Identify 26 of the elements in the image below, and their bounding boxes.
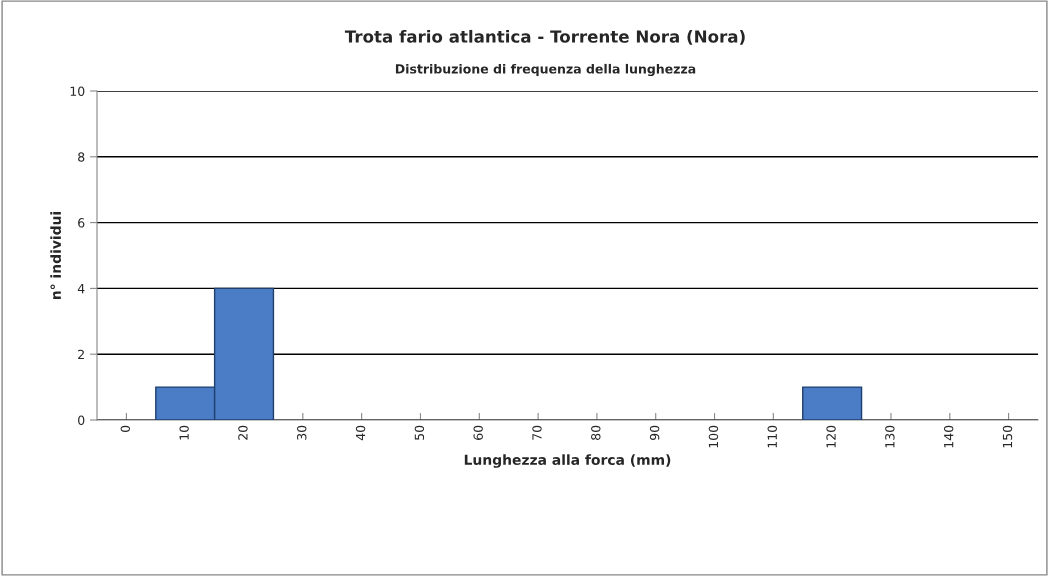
x-tick-label: 70 <box>532 425 542 440</box>
x-tick-label: 20 <box>238 425 248 440</box>
y-tick-label: 10 <box>70 86 85 96</box>
x-axis-title: Lunghezza alla forca (mm) <box>464 454 671 468</box>
x-tick-label: 90 <box>649 425 660 440</box>
x-tick-label: 110 <box>767 425 777 448</box>
x-tick-label: 10 <box>179 425 189 440</box>
chart-subtitle: Distribuzione di frequenza della lunghezza <box>395 63 696 77</box>
y-tick-label: 4 <box>77 284 85 294</box>
x-tick-label: 130 <box>885 425 895 448</box>
x-tick-label: 140 <box>943 425 954 448</box>
x-tick-label: 0 <box>120 425 131 432</box>
x-tick-label: 60 <box>473 425 483 440</box>
x-tick-label: 100 <box>708 425 719 448</box>
y-tick-label: 0 <box>78 415 85 425</box>
y-tick-label: 2 <box>78 349 84 359</box>
x-tick-label: 120 <box>826 425 836 448</box>
x-tick-label: 80 <box>591 425 601 440</box>
chart-title: Trota fario atlantica - Torrente Nora (Nora) <box>344 29 745 45</box>
x-tick-label: 30 <box>297 425 307 440</box>
x-tick-label: 150 <box>1002 425 1013 448</box>
y-axis-title: n° individui <box>50 211 62 300</box>
x-tick-label: 40 <box>355 425 366 441</box>
y-tick-label: 6 <box>78 218 85 228</box>
y-tick-label: 8 <box>78 152 85 162</box>
x-tick-label: 50 <box>414 425 425 440</box>
